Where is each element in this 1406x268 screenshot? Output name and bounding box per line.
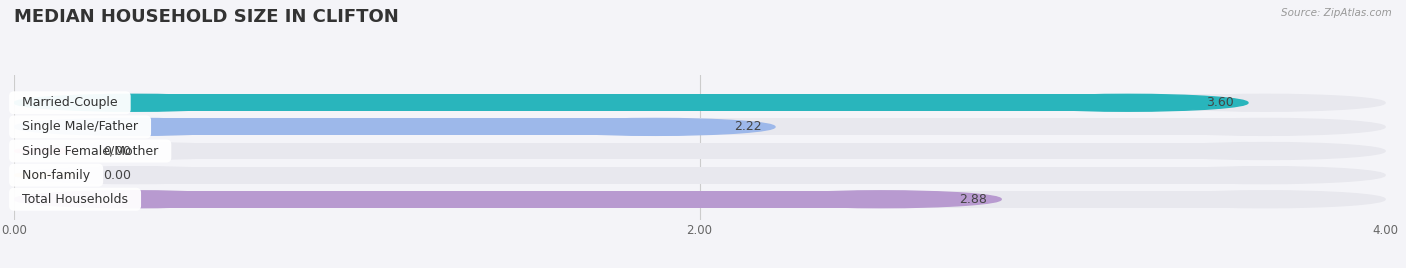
Circle shape — [1144, 118, 1385, 135]
Text: Single Male/Father: Single Male/Father — [14, 120, 146, 133]
Bar — [134, 94, 1265, 111]
Bar — [134, 191, 1265, 208]
Circle shape — [14, 94, 254, 111]
Circle shape — [1144, 143, 1385, 159]
Circle shape — [14, 118, 254, 135]
Text: 0.00: 0.00 — [103, 169, 131, 182]
Text: Source: ZipAtlas.com: Source: ZipAtlas.com — [1281, 8, 1392, 18]
Circle shape — [14, 149, 76, 153]
Text: 2.22: 2.22 — [734, 120, 761, 133]
Text: 3.60: 3.60 — [1206, 96, 1234, 109]
Text: Single Female/Mother: Single Female/Mother — [14, 144, 166, 158]
Circle shape — [14, 191, 254, 208]
Circle shape — [14, 149, 76, 153]
Circle shape — [14, 173, 76, 177]
Circle shape — [1144, 167, 1385, 184]
Bar — [134, 94, 1128, 111]
Text: MEDIAN HOUSEHOLD SIZE IN CLIFTON: MEDIAN HOUSEHOLD SIZE IN CLIFTON — [14, 8, 399, 26]
Text: Married-Couple: Married-Couple — [14, 96, 125, 109]
Text: Total Households: Total Households — [14, 193, 136, 206]
Bar — [134, 143, 1265, 159]
Text: 0.00: 0.00 — [103, 144, 131, 158]
Circle shape — [14, 118, 254, 135]
Circle shape — [761, 191, 1001, 208]
Circle shape — [1144, 191, 1385, 208]
Circle shape — [1144, 94, 1385, 111]
Circle shape — [536, 118, 775, 135]
Circle shape — [14, 94, 254, 111]
Bar — [134, 167, 1265, 184]
Bar — [134, 191, 882, 208]
Circle shape — [14, 167, 254, 184]
Circle shape — [14, 143, 254, 159]
Bar — [134, 118, 1265, 135]
Circle shape — [1008, 94, 1249, 111]
Text: 2.88: 2.88 — [960, 193, 987, 206]
Text: Non-family: Non-family — [14, 169, 98, 182]
Bar — [134, 118, 655, 135]
Circle shape — [14, 191, 254, 208]
Circle shape — [14, 173, 76, 177]
